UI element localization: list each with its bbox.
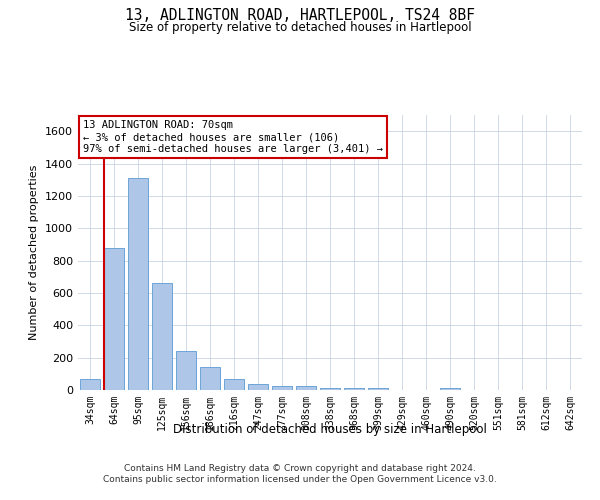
Bar	[272, 386, 292, 390]
Bar	[368, 388, 388, 390]
Bar	[80, 378, 100, 390]
Bar	[176, 351, 196, 390]
Bar	[296, 386, 316, 390]
Bar	[128, 178, 148, 390]
Bar	[224, 378, 244, 390]
Text: Distribution of detached houses by size in Hartlepool: Distribution of detached houses by size …	[173, 422, 487, 436]
Bar	[200, 368, 220, 390]
Text: 13, ADLINGTON ROAD, HARTLEPOOL, TS24 8BF: 13, ADLINGTON ROAD, HARTLEPOOL, TS24 8BF	[125, 8, 475, 22]
Bar	[104, 248, 124, 390]
Text: 13 ADLINGTON ROAD: 70sqm
← 3% of detached houses are smaller (106)
97% of semi-d: 13 ADLINGTON ROAD: 70sqm ← 3% of detache…	[83, 120, 383, 154]
Text: Contains HM Land Registry data © Crown copyright and database right 2024.: Contains HM Land Registry data © Crown c…	[124, 464, 476, 473]
Bar	[248, 384, 268, 390]
Bar	[320, 388, 340, 390]
Bar	[440, 388, 460, 390]
Bar	[344, 388, 364, 390]
Bar	[152, 283, 172, 390]
Text: Size of property relative to detached houses in Hartlepool: Size of property relative to detached ho…	[128, 21, 472, 34]
Text: Contains public sector information licensed under the Open Government Licence v3: Contains public sector information licen…	[103, 475, 497, 484]
Y-axis label: Number of detached properties: Number of detached properties	[29, 165, 40, 340]
